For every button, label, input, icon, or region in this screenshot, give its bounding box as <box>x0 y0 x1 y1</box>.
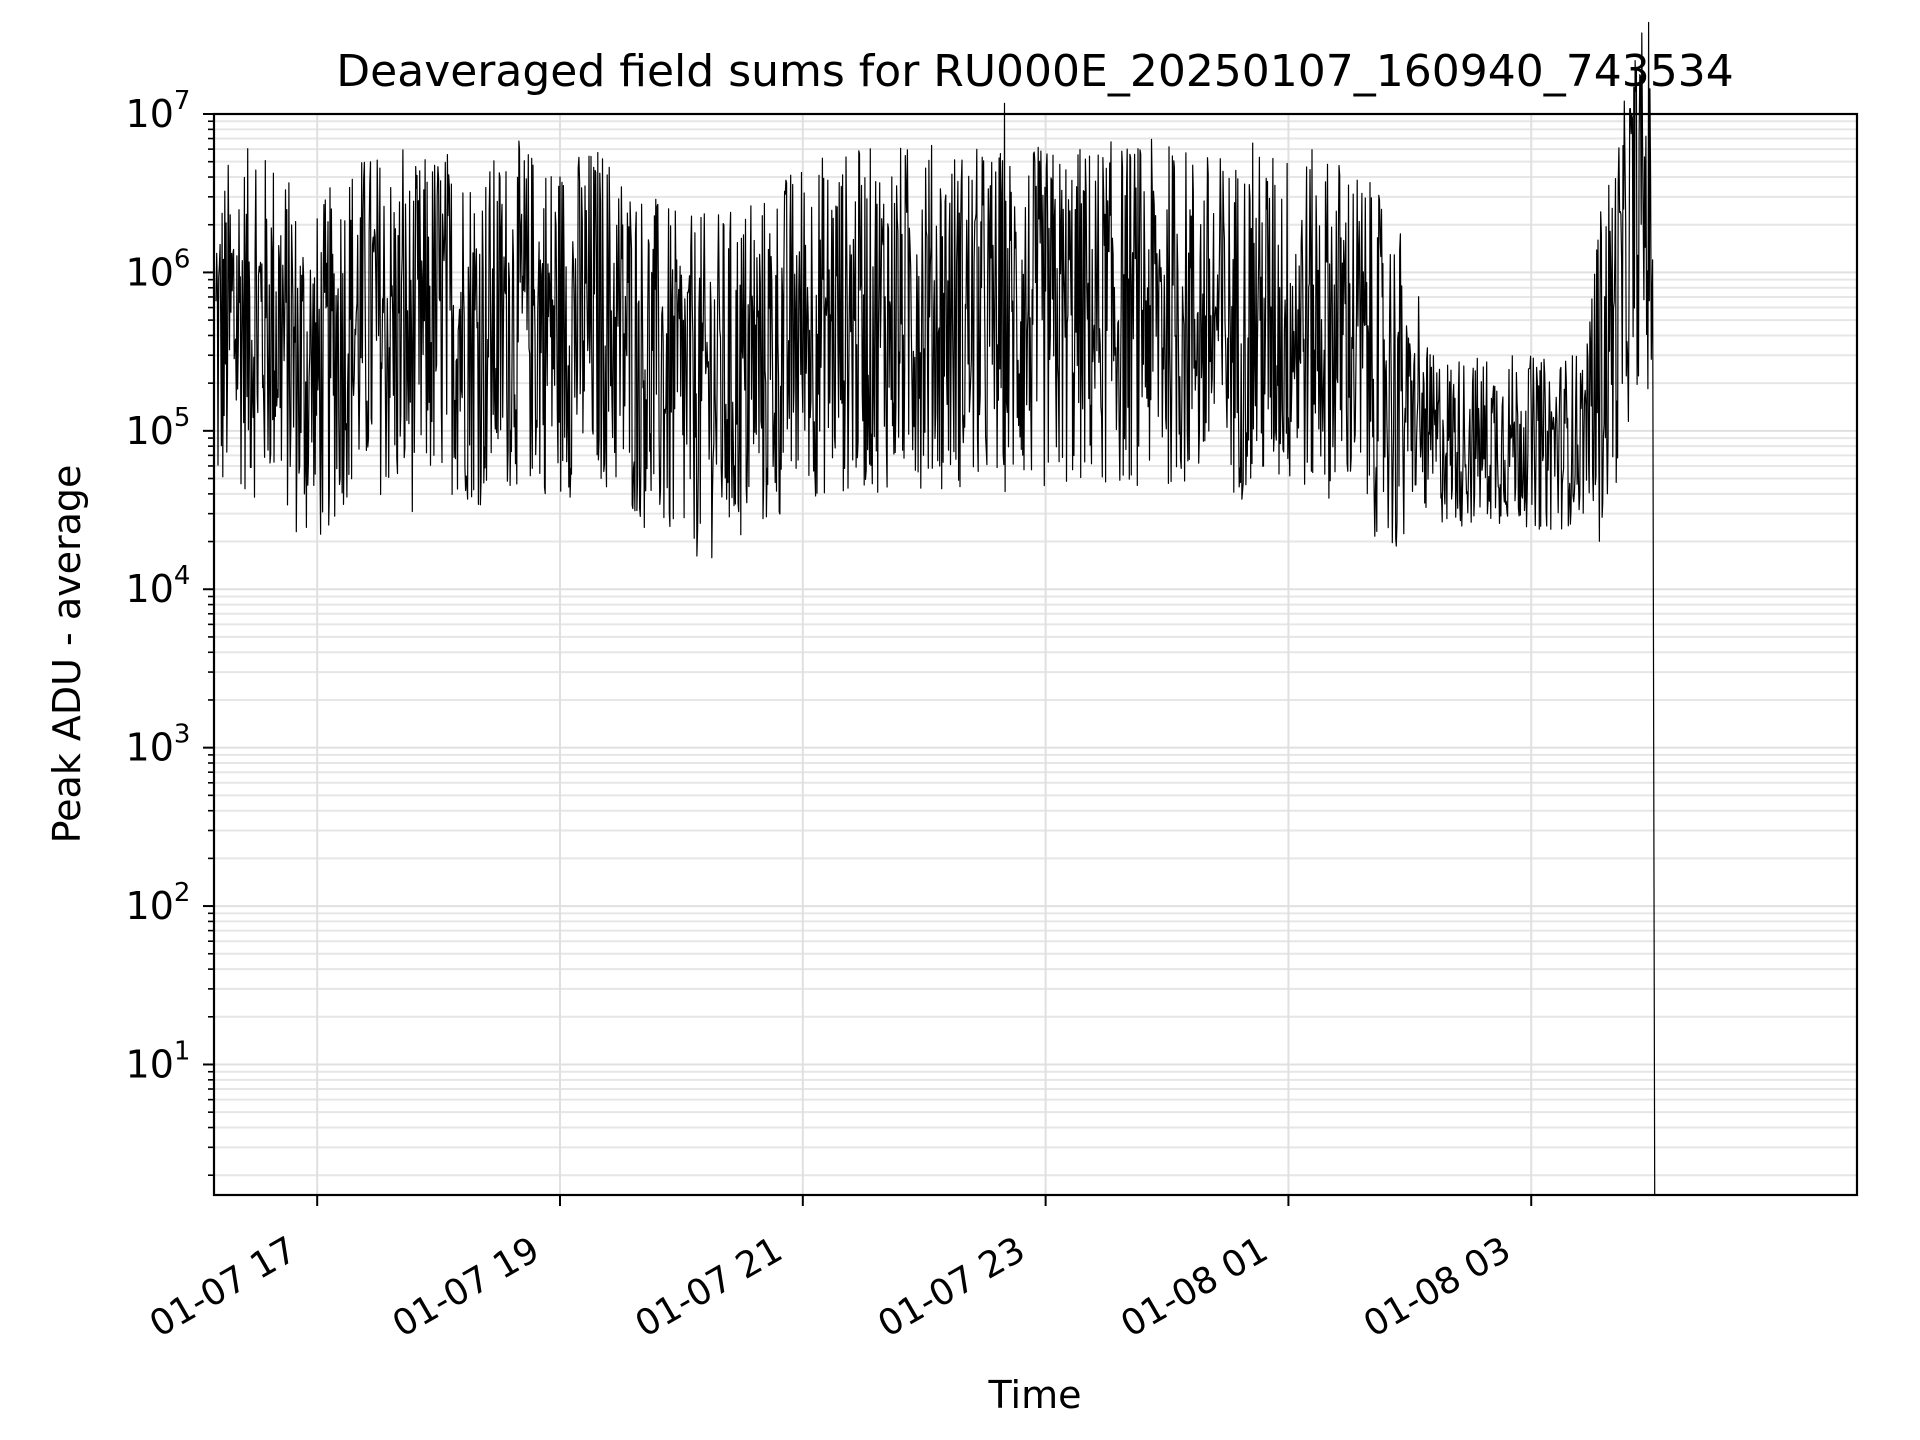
x-axis-label: Time <box>988 1373 1082 1417</box>
chart-title: Deaveraged field sums for RU000E_2025010… <box>336 46 1733 97</box>
plot-frame <box>212 112 1859 1197</box>
y-axis-label: Peak ADU - average <box>45 465 89 844</box>
y-tick-label: 107 <box>126 86 191 136</box>
series-line <box>215 21 1656 1196</box>
series <box>215 21 1656 1196</box>
